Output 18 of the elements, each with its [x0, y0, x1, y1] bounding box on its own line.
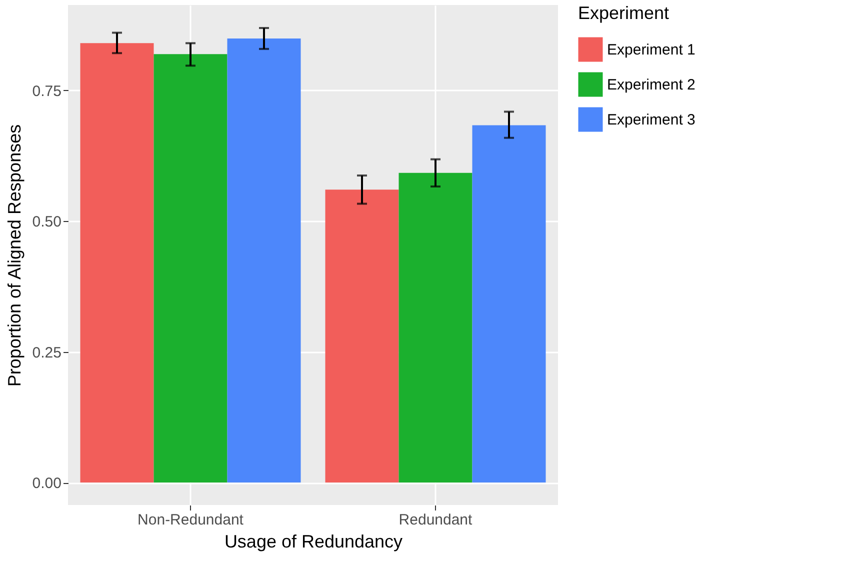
bar	[472, 125, 546, 483]
x-tick-label: Non-Redundant	[138, 512, 244, 528]
bar	[227, 38, 301, 483]
y-tick-label: 0.25	[32, 344, 62, 362]
y-tick-label: 0.00	[32, 475, 62, 492]
bar	[398, 172, 472, 483]
bar	[154, 54, 228, 483]
legend-label: Experiment 1	[607, 42, 696, 58]
legend-title: Experiment	[578, 3, 670, 23]
legend-label: Experiment 2	[607, 76, 696, 94]
bar	[80, 43, 154, 483]
x-axis-title: Usage of Redundancy	[224, 532, 403, 552]
y-tick-label: 0.75	[32, 82, 62, 100]
y-axis-title: Proportion of Aligned Responses	[4, 124, 24, 387]
bar	[325, 190, 399, 483]
y-tick-label: 0.50	[32, 214, 62, 231]
x-tick-label: Redundant	[398, 512, 474, 528]
legend-label: Experiment 3	[607, 112, 696, 128]
